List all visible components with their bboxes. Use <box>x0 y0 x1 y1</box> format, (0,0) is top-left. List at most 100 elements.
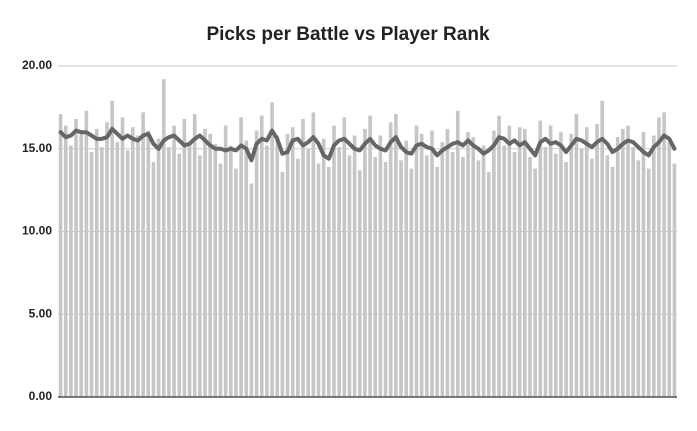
bar <box>311 112 316 397</box>
bar <box>595 123 599 398</box>
bar <box>414 125 419 397</box>
bar <box>559 132 563 397</box>
bar <box>316 163 321 397</box>
chart-title: Picks per Battle vs Player Rank <box>206 24 489 45</box>
bar <box>63 125 68 397</box>
bar <box>435 166 439 397</box>
bar <box>213 143 218 397</box>
bar <box>254 130 259 398</box>
bar <box>626 125 630 397</box>
bar <box>600 100 605 397</box>
bar <box>275 135 280 397</box>
bar <box>523 128 527 397</box>
bar <box>120 117 125 398</box>
bar <box>368 115 372 398</box>
bar <box>651 135 656 397</box>
bar <box>146 130 151 398</box>
bar <box>182 118 187 398</box>
bar <box>208 133 212 398</box>
bar <box>270 102 274 397</box>
bar <box>502 145 507 397</box>
bar <box>79 133 84 398</box>
bar <box>476 160 481 397</box>
bar <box>584 127 589 398</box>
bar <box>419 133 424 398</box>
bar <box>471 137 476 398</box>
bar <box>156 138 161 397</box>
bar <box>455 110 460 397</box>
bar <box>564 161 568 397</box>
bar <box>610 166 615 397</box>
bar <box>605 155 610 397</box>
bar <box>378 135 383 397</box>
bar <box>430 130 434 398</box>
bar <box>105 122 109 398</box>
bar <box>646 168 651 397</box>
bar <box>285 133 290 398</box>
bar <box>239 117 243 398</box>
y-tick-label: 0.00 <box>29 389 53 403</box>
bar <box>125 150 130 397</box>
bar <box>203 128 207 397</box>
bar <box>383 161 388 397</box>
bar <box>409 168 414 397</box>
bar <box>492 130 496 398</box>
bar <box>161 79 166 398</box>
bar <box>115 142 120 397</box>
bar <box>306 148 310 397</box>
y-tick-label: 15.00 <box>22 141 52 155</box>
bar <box>667 142 672 397</box>
bar <box>172 125 176 397</box>
bar <box>100 147 104 397</box>
bar <box>177 153 182 397</box>
bar <box>399 160 403 397</box>
bar <box>327 166 331 397</box>
bar <box>517 127 522 398</box>
bar <box>466 132 470 397</box>
bar <box>461 157 465 397</box>
bar <box>512 152 517 397</box>
bar <box>497 115 501 398</box>
bar <box>363 128 367 397</box>
bar <box>507 125 512 397</box>
bar <box>486 171 491 397</box>
bar <box>290 127 295 398</box>
bar <box>296 158 300 397</box>
bar <box>548 125 553 397</box>
bar <box>58 113 63 398</box>
y-tick-label: 5.00 <box>29 306 53 320</box>
bar <box>631 147 635 397</box>
bar <box>481 145 486 397</box>
bar <box>228 145 233 397</box>
bar <box>574 113 579 398</box>
bar <box>218 163 223 397</box>
bar <box>301 118 305 398</box>
bar <box>141 112 145 397</box>
y-tick-label: 10.00 <box>22 224 52 238</box>
trend-line <box>58 126 677 163</box>
bar <box>615 137 620 398</box>
bar <box>223 125 228 397</box>
bar <box>347 155 352 397</box>
bar <box>657 117 661 398</box>
bar <box>538 120 543 398</box>
bar <box>569 133 574 398</box>
bar <box>590 158 594 397</box>
bar <box>69 145 73 397</box>
bar <box>373 157 378 397</box>
bar <box>265 145 269 397</box>
bar <box>425 155 429 397</box>
bar <box>579 148 584 397</box>
bar <box>167 147 171 397</box>
bar <box>357 170 362 397</box>
bar <box>84 110 89 397</box>
bar <box>543 147 548 397</box>
bar <box>636 160 641 397</box>
bar <box>445 128 450 397</box>
bar <box>151 161 156 397</box>
bar <box>404 140 408 397</box>
bar <box>280 171 285 397</box>
bar <box>94 128 99 397</box>
bar <box>187 143 192 397</box>
